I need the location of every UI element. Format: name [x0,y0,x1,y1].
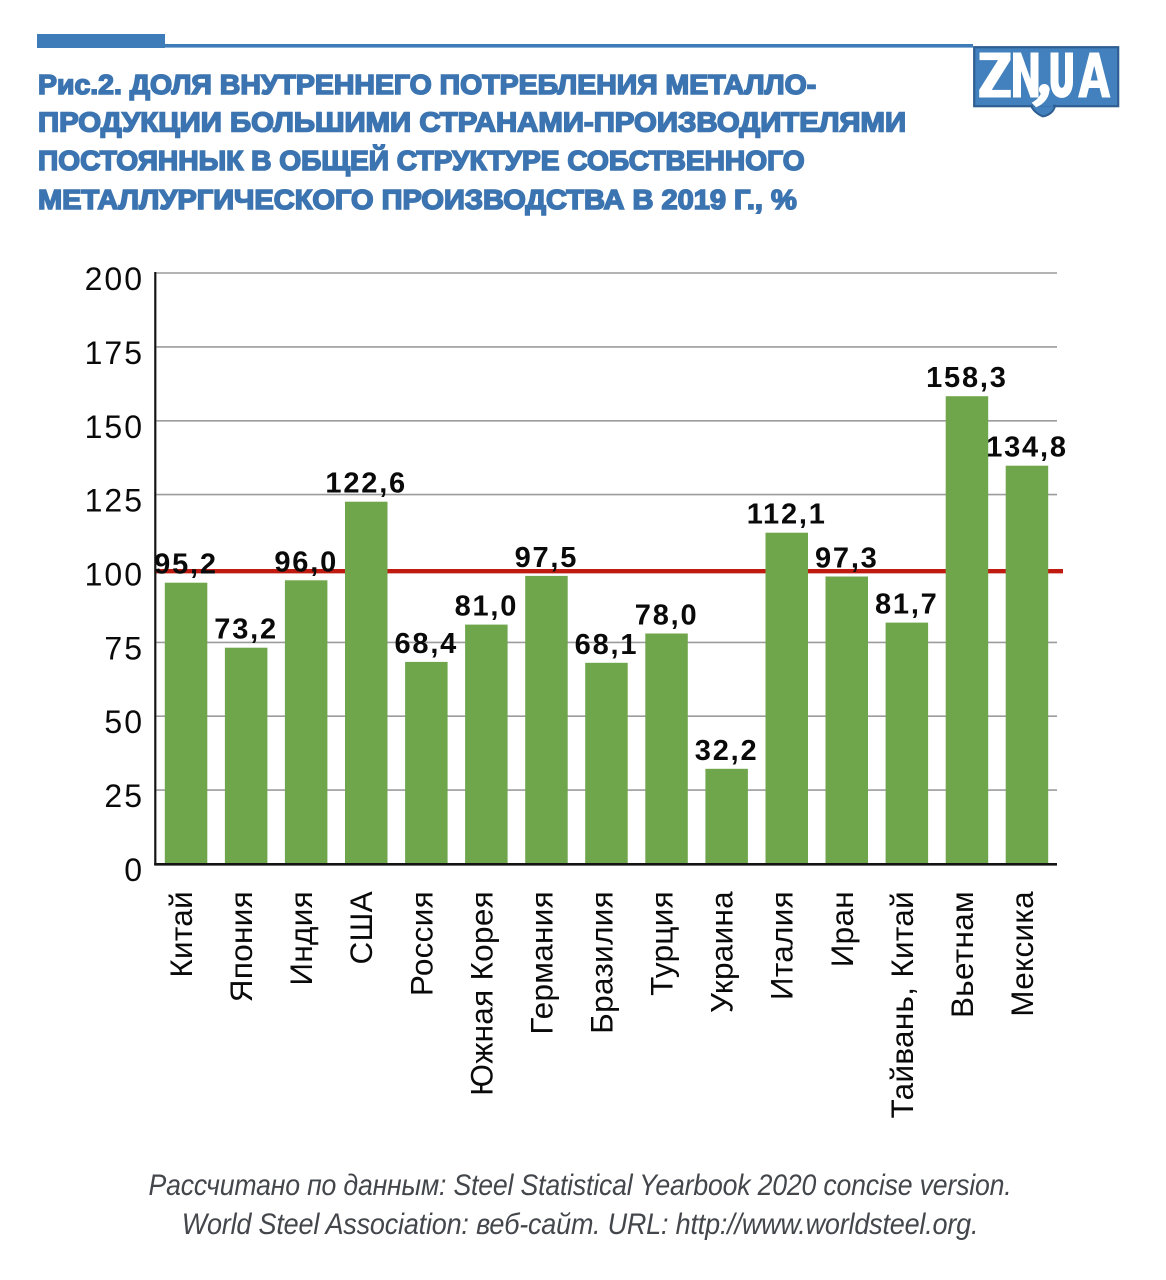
svg-text:32,2: 32,2 [695,735,759,767]
svg-text:97,3: 97,3 [815,543,879,575]
svg-text:68,4: 68,4 [394,628,458,660]
svg-text:Вьетнам: Вьетнам [944,891,980,1018]
svg-text:МЕТАЛЛУРГИЧЕСКОГО ПРОИЗВОДСТВА: МЕТАЛЛУРГИЧЕСКОГО ПРОИЗВОДСТВА В 2019 Г.… [38,184,797,215]
svg-text:Рис.2. ДОЛЯ ВНУТРЕННЕГО ПОТРЕБ: Рис.2. ДОЛЯ ВНУТРЕННЕГО ПОТРЕБЛЕНИЯ МЕТА… [38,68,816,100]
svg-text:Мексика: Мексика [1004,891,1040,1017]
svg-text:50: 50 [104,704,144,740]
svg-text:122,6: 122,6 [325,468,407,500]
svg-text:Германия: Германия [523,891,559,1035]
svg-text:World Steel Association: веб-с: World Steel Association: веб-сайт. URL: … [182,1208,979,1242]
svg-text:Южная Корея: Южная Корея [463,891,499,1096]
svg-text:81,7: 81,7 [875,589,939,621]
svg-text:68,1: 68,1 [575,629,639,661]
svg-text:Рассчитано по данным: Steel St: Рассчитано по данным: Steel Statistical … [149,1169,1012,1203]
svg-text:100: 100 [85,557,144,593]
svg-text:0: 0 [124,852,144,888]
svg-text:134,8: 134,8 [986,432,1068,464]
svg-text:Тайвань, Китай: Тайвань, Китай [884,891,920,1118]
svg-text:США: США [343,891,379,965]
svg-text:73,2: 73,2 [214,614,278,646]
svg-text:125: 125 [85,483,144,519]
svg-text:Бразилия: Бразилия [584,891,620,1034]
svg-text:25: 25 [104,778,144,814]
svg-text:Япония: Япония [223,891,259,1002]
svg-text:Иран: Иран [824,891,860,967]
svg-text:158,3: 158,3 [926,362,1008,394]
svg-text:96,0: 96,0 [274,546,338,578]
svg-text:Украина: Украина [704,891,740,1013]
svg-text:Италия: Италия [764,891,800,1000]
svg-text:95,2: 95,2 [154,549,218,581]
svg-text:Индия: Индия [283,891,319,986]
svg-text:81,0: 81,0 [455,591,519,623]
svg-text:78,0: 78,0 [635,600,699,632]
svg-text:200: 200 [85,261,144,297]
svg-text:150: 150 [85,409,144,445]
svg-text:112,1: 112,1 [747,499,827,531]
svg-text:75: 75 [104,630,144,666]
svg-text:ПОСТОЯННЫК В ОБЩЕЙ СТРУКТУРЕ С: ПОСТОЯННЫК В ОБЩЕЙ СТРУКТУРЕ СОБСТВЕННОГ… [38,144,805,176]
svg-text:175: 175 [85,335,144,371]
svg-text:Китай: Китай [163,891,199,978]
svg-text:97,5: 97,5 [515,542,579,574]
svg-text:Турция: Турция [644,891,680,996]
svg-text:Россия: Россия [403,891,439,996]
svg-text:ПРОДУКЦИИ БОЛЬШИМИ СТРАНАМИ-ПР: ПРОДУКЦИИ БОЛЬШИМИ СТРАНАМИ-ПРОИЗВОДИТЕЛ… [38,107,906,138]
